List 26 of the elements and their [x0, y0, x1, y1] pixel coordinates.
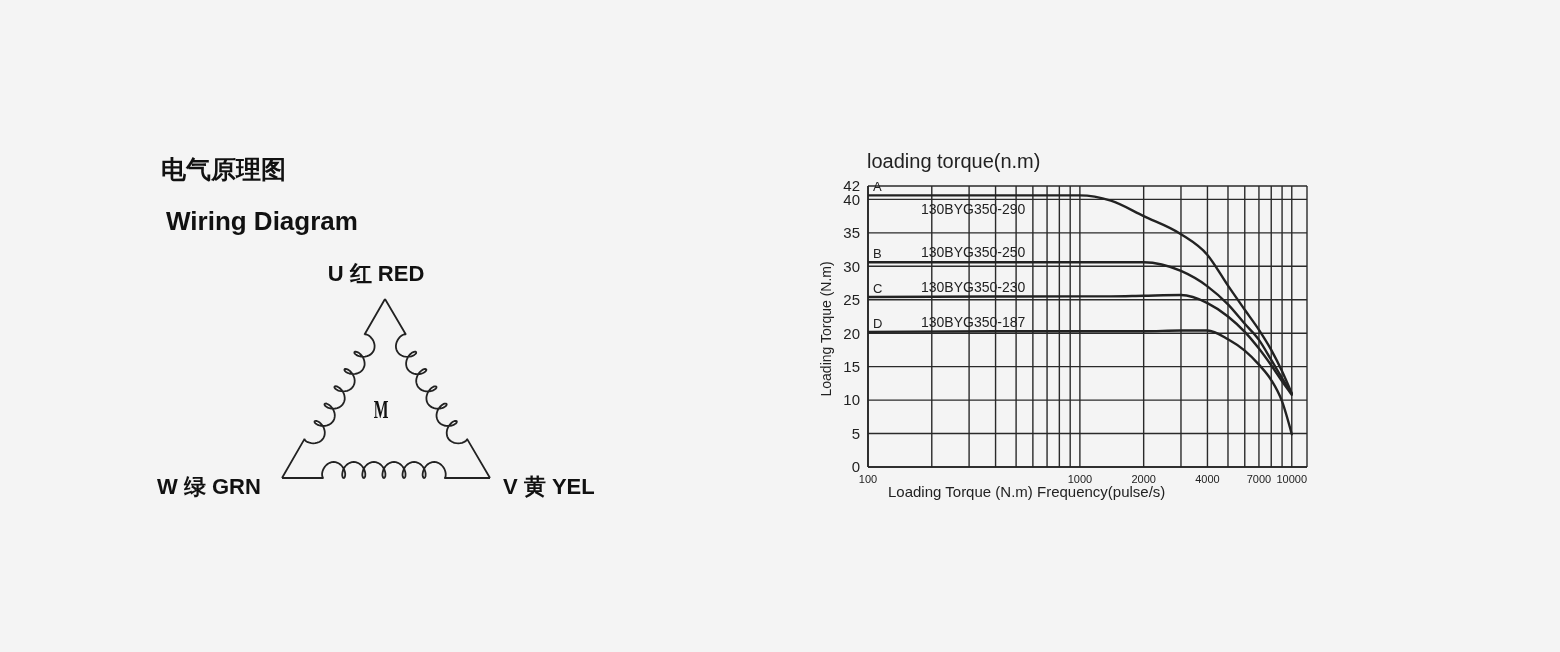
x-tick-label: 7000 — [1246, 472, 1272, 485]
text: U 红 RED — [327, 261, 425, 286]
annotation: D — [873, 315, 883, 331]
y-tick-label: 0 — [851, 458, 860, 476]
annotation: C — [873, 281, 883, 297]
y-tick-label: 25 — [843, 291, 860, 309]
chart-title: loading torque(n.m) — [867, 150, 1041, 173]
text: W 绿 GRN — [157, 474, 261, 499]
y-tick-label: 10 — [843, 391, 860, 409]
text: 电气原理图 — [161, 154, 286, 185]
x-tick-label: 10000 — [1276, 472, 1308, 485]
x-tick-label: 100 — [858, 472, 878, 485]
y-tick-label: 30 — [843, 257, 860, 275]
x-tick-label: 4000 — [1195, 472, 1220, 485]
y-axis-title: Loading Torque (N.m) — [817, 261, 834, 397]
x-tick-label: 1000 — [1067, 472, 1093, 485]
x-axis-title: Loading Torque (N.m) Frequency(pulse/s) — [888, 483, 1166, 500]
y-tick-label: 20 — [843, 324, 860, 342]
y-tick-label: 5 — [851, 424, 860, 442]
text: M — [373, 395, 389, 424]
x-tick-label: 2000 — [1131, 472, 1156, 485]
y-tick-label: 35 — [843, 224, 860, 242]
annotation: B — [873, 246, 882, 262]
text: Wiring Diagram — [166, 206, 358, 237]
y-tick-label: 15 — [843, 357, 860, 375]
text: V 黄 YEL — [503, 474, 595, 499]
